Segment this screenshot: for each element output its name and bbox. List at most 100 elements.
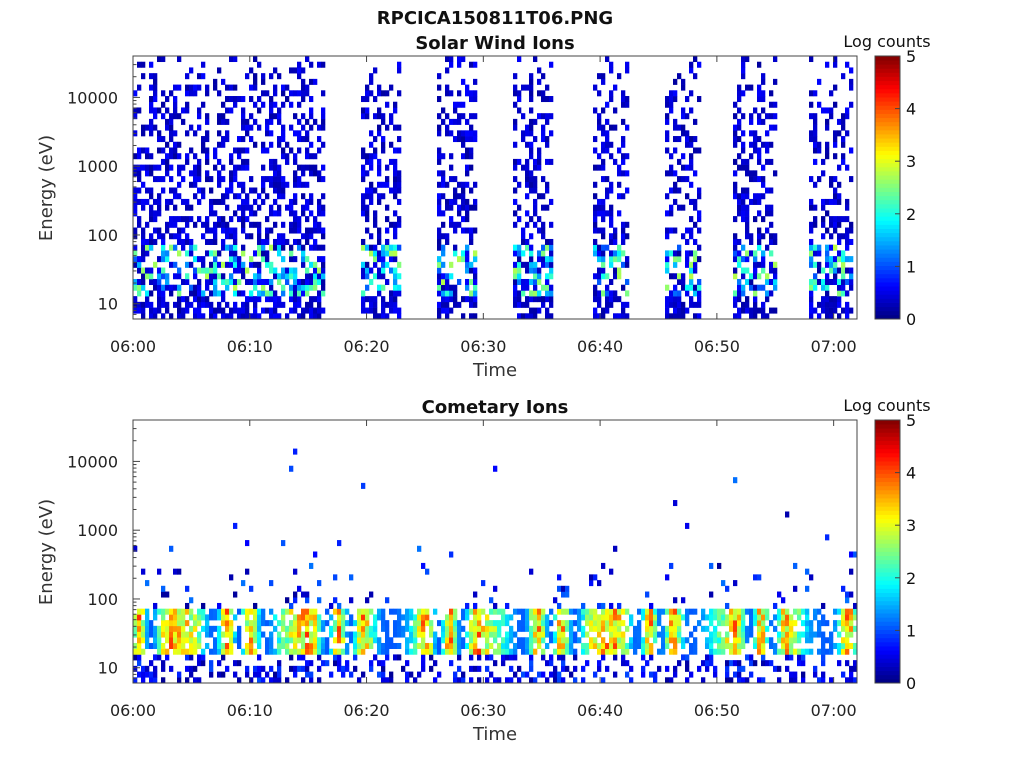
heatmap-cell (337, 665, 342, 672)
heatmap-cell (757, 642, 762, 649)
heatmap-cell (273, 113, 278, 120)
heatmap-cell (805, 631, 810, 638)
heatmap-cell (273, 290, 278, 297)
heatmap-cell (441, 284, 446, 291)
heatmap-cell (549, 61, 554, 68)
heatmap-cell (749, 614, 754, 621)
heatmap-cell (393, 620, 398, 627)
heatmap-cell (545, 113, 550, 120)
heatmap-cell (389, 244, 394, 251)
heatmap-cell (193, 256, 198, 263)
cometary-x-label: Time (472, 724, 517, 745)
heatmap-cell (197, 614, 202, 621)
heatmap-cell (537, 147, 542, 154)
heatmap-cell (773, 614, 778, 621)
heatmap-cell (433, 648, 438, 655)
heatmap-cell (689, 227, 694, 234)
heatmap-cell (305, 660, 310, 667)
colorbar-segment (875, 641, 900, 647)
heatmap-cell (561, 660, 566, 667)
colorbar-segment (875, 290, 900, 295)
heatmap-cell (841, 625, 846, 632)
heatmap-cell (141, 284, 146, 291)
heatmap-cell (393, 107, 398, 114)
heatmap-cell (369, 296, 374, 303)
heatmap-cell (205, 221, 210, 228)
heatmap-cell (449, 614, 454, 621)
heatmap-cell (557, 654, 562, 661)
heatmap-cell (605, 301, 610, 308)
heatmap-cell (153, 677, 158, 684)
heatmap-cell (325, 660, 330, 667)
heatmap-cell (525, 267, 530, 274)
heatmap-cell (677, 301, 682, 308)
heatmap-cell (137, 648, 142, 655)
heatmap-cell (681, 107, 686, 114)
heatmap-cell (677, 307, 682, 314)
heatmap-cell (549, 244, 554, 251)
heatmap-cell (577, 614, 582, 621)
heatmap-cell (205, 278, 210, 285)
heatmap-cell (365, 296, 370, 303)
heatmap-cell (553, 648, 558, 655)
heatmap-cell (453, 187, 458, 194)
heatmap-cell (169, 625, 174, 632)
heatmap-cell (149, 267, 154, 274)
heatmap-cell (313, 164, 318, 171)
heatmap-cell (161, 290, 166, 297)
heatmap-cell (809, 56, 814, 63)
colorbar-segment (875, 625, 900, 630)
heatmap-cell (245, 671, 250, 678)
heatmap-cell (517, 204, 522, 211)
heatmap-cell (305, 597, 310, 604)
heatmap-cell (137, 164, 142, 171)
solar-wind-x-ticks: 06:00 06:10 06:20 06:30 06:40 06:50 07:00 (110, 56, 857, 356)
heatmap-cell (749, 273, 754, 280)
heatmap-cell (581, 602, 586, 609)
heatmap-cell (345, 620, 350, 627)
heatmap-cell (769, 141, 774, 148)
heatmap-cell (689, 671, 694, 678)
heatmap-cell (845, 278, 850, 285)
heatmap-cell (685, 307, 690, 314)
heatmap-cell (361, 210, 366, 217)
heatmap-cell (253, 261, 258, 268)
heatmap-cell (273, 158, 278, 165)
heatmap-cell (789, 671, 794, 678)
heatmap-cell (221, 101, 226, 108)
heatmap-cell (337, 660, 342, 667)
heatmap-cell (305, 671, 310, 678)
heatmap-cell (437, 238, 442, 245)
heatmap-cell (609, 204, 614, 211)
heatmap-cell (457, 625, 462, 632)
heatmap-cell (549, 631, 554, 638)
heatmap-cell (373, 620, 378, 627)
heatmap-cell (341, 614, 346, 621)
heatmap-cell (733, 267, 738, 274)
heatmap-cell (573, 648, 578, 655)
heatmap-cell (681, 84, 686, 91)
heatmap-cell (701, 608, 706, 615)
heatmap-cell (305, 614, 310, 621)
heatmap-cell (689, 153, 694, 160)
heatmap-cell (789, 648, 794, 655)
heatmap-cell (201, 267, 206, 274)
heatmap-cell (849, 278, 854, 285)
heatmap-cell (241, 290, 246, 297)
heatmap-cell (765, 141, 770, 148)
heatmap-cell (305, 267, 310, 274)
heatmap-cell (253, 671, 258, 678)
colorbar-segment (875, 444, 900, 450)
heatmap-cell (853, 677, 858, 684)
heatmap-cell (337, 648, 342, 655)
heatmap-cell (457, 204, 462, 211)
heatmap-cell (181, 637, 186, 644)
heatmap-cell (141, 677, 146, 684)
heatmap-cell (741, 187, 746, 194)
heatmap-cell (249, 96, 254, 103)
heatmap-cell (169, 147, 174, 154)
heatmap-cell (229, 107, 234, 114)
heatmap-cell (141, 307, 146, 314)
heatmap-cell (741, 637, 746, 644)
heatmap-cell (449, 221, 454, 228)
